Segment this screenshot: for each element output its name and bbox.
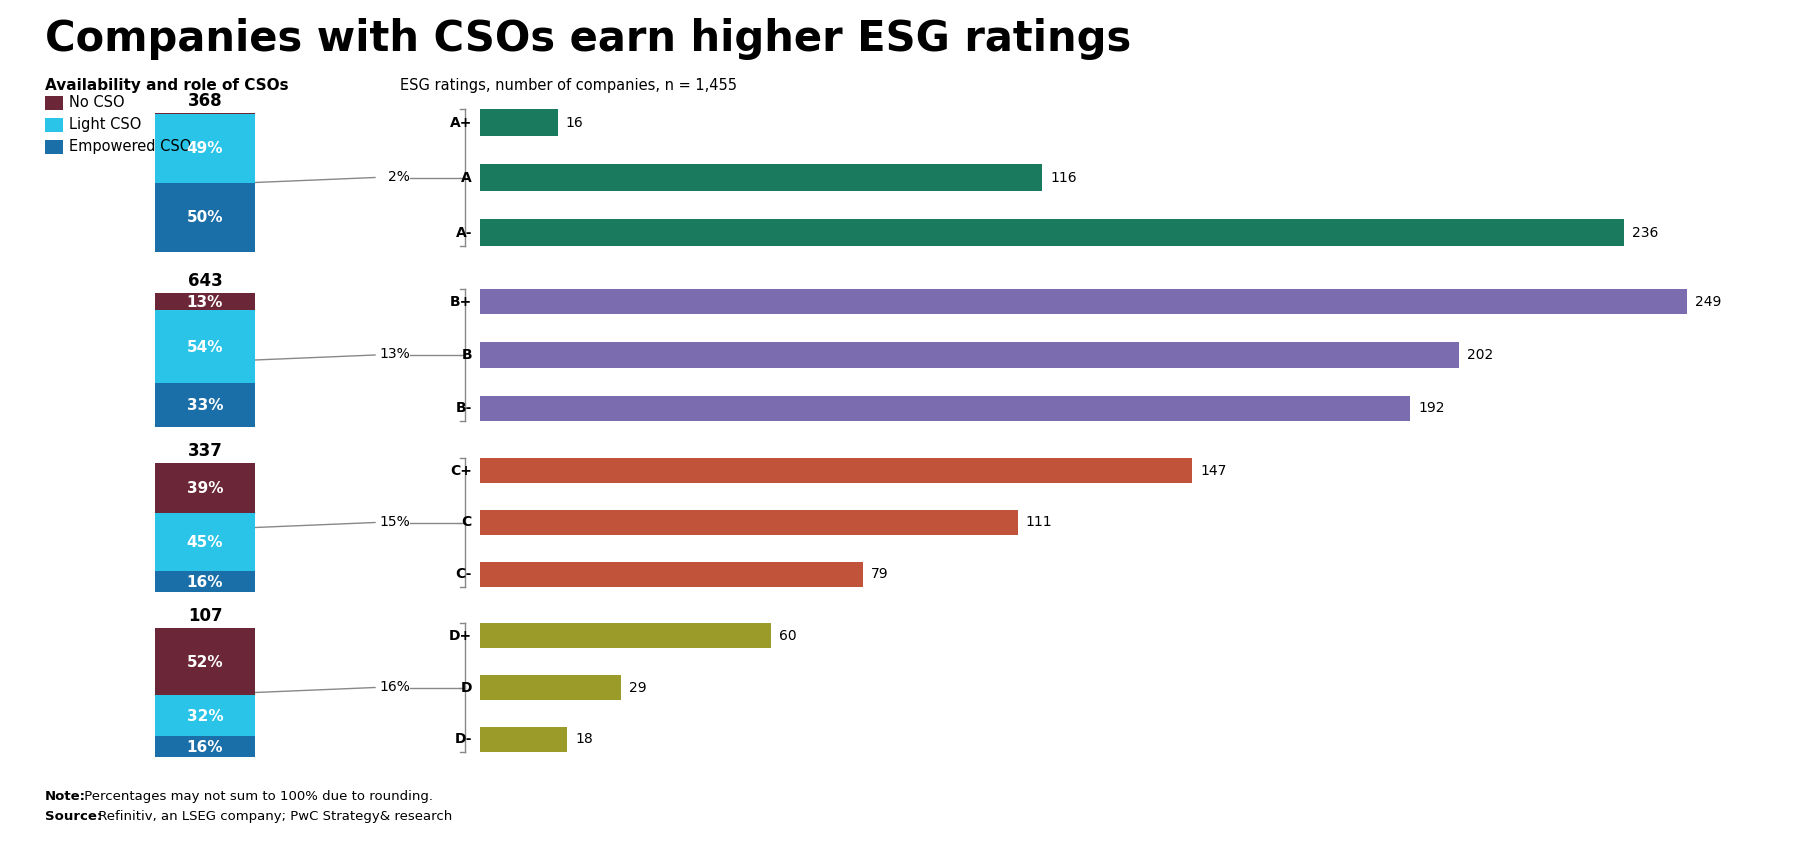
Text: Light CSO: Light CSO: [68, 117, 142, 132]
Text: C-: C-: [455, 567, 472, 581]
Text: Availability and role of CSOs: Availability and role of CSOs: [45, 78, 288, 93]
Text: Source:: Source:: [45, 810, 103, 823]
Text: 18: 18: [576, 733, 592, 746]
Bar: [481, 727, 567, 752]
Text: D: D: [461, 680, 472, 695]
Text: 49%: 49%: [187, 141, 223, 156]
Bar: [45, 96, 63, 110]
Bar: [155, 113, 256, 114]
Text: Companies with CSOs earn higher ESG ratings: Companies with CSOs earn higher ESG rati…: [45, 18, 1130, 60]
Text: 337: 337: [187, 442, 223, 460]
Text: B+: B+: [450, 294, 472, 309]
Text: 33%: 33%: [187, 398, 223, 413]
Bar: [155, 463, 256, 513]
Bar: [481, 164, 1042, 191]
Bar: [155, 695, 256, 737]
Bar: [155, 628, 256, 695]
Text: 236: 236: [1631, 225, 1658, 240]
Bar: [45, 140, 63, 154]
Text: C+: C+: [450, 464, 472, 478]
Bar: [481, 288, 1687, 315]
Bar: [155, 571, 256, 592]
Text: 643: 643: [187, 272, 223, 290]
Bar: [481, 675, 621, 700]
Bar: [481, 562, 862, 586]
Text: 16%: 16%: [187, 740, 223, 754]
Text: 192: 192: [1418, 401, 1445, 415]
Bar: [481, 623, 770, 648]
Text: Percentages may not sum to 100% due to rounding.: Percentages may not sum to 100% due to r…: [79, 790, 434, 803]
Bar: [155, 383, 256, 427]
Text: B-: B-: [455, 401, 472, 415]
Text: 50%: 50%: [187, 210, 223, 225]
Text: A+: A+: [450, 115, 472, 130]
Text: 111: 111: [1026, 516, 1053, 530]
Text: 107: 107: [187, 607, 223, 625]
Text: 202: 202: [1467, 348, 1494, 362]
Text: 15%: 15%: [380, 515, 410, 528]
Text: 60: 60: [779, 629, 796, 643]
Text: A-: A-: [455, 225, 472, 240]
Bar: [155, 114, 256, 182]
Text: Refinitiv, an LSEG company; PwC Strategy& research: Refinitiv, an LSEG company; PwC Strategy…: [94, 810, 452, 823]
Text: D-: D-: [454, 733, 472, 746]
Text: 54%: 54%: [187, 340, 223, 355]
Text: C: C: [463, 516, 472, 530]
Text: 249: 249: [1694, 294, 1721, 309]
Bar: [155, 293, 256, 310]
Bar: [481, 395, 1411, 421]
Text: 45%: 45%: [187, 536, 223, 550]
Bar: [155, 513, 256, 571]
Bar: [481, 458, 1192, 484]
Bar: [155, 310, 256, 383]
Text: 16%: 16%: [380, 680, 410, 694]
Bar: [481, 220, 1624, 246]
Text: B: B: [461, 348, 472, 362]
Text: 16: 16: [565, 115, 583, 130]
Bar: [45, 118, 63, 132]
Text: 368: 368: [187, 92, 223, 110]
Text: 147: 147: [1201, 464, 1228, 478]
Text: 52%: 52%: [187, 654, 223, 669]
Text: 29: 29: [628, 680, 646, 695]
Text: 2%: 2%: [389, 170, 410, 183]
Text: 32%: 32%: [187, 709, 223, 724]
Text: D+: D+: [448, 629, 472, 643]
Bar: [481, 342, 1460, 368]
Text: 116: 116: [1049, 171, 1076, 184]
Text: 16%: 16%: [187, 574, 223, 590]
Text: 13%: 13%: [187, 294, 223, 309]
Text: ESG ratings, number of companies, n = 1,455: ESG ratings, number of companies, n = 1,…: [400, 78, 736, 93]
Text: No CSO: No CSO: [68, 95, 124, 110]
Bar: [481, 510, 1019, 535]
Text: A: A: [461, 171, 472, 184]
Text: 39%: 39%: [187, 481, 223, 496]
Text: 79: 79: [871, 567, 889, 581]
Bar: [155, 182, 256, 252]
Bar: [155, 737, 256, 757]
Text: Note:: Note:: [45, 790, 86, 803]
Text: Empowered CSO: Empowered CSO: [68, 139, 191, 154]
Text: 13%: 13%: [380, 347, 410, 361]
Bar: [481, 109, 558, 135]
